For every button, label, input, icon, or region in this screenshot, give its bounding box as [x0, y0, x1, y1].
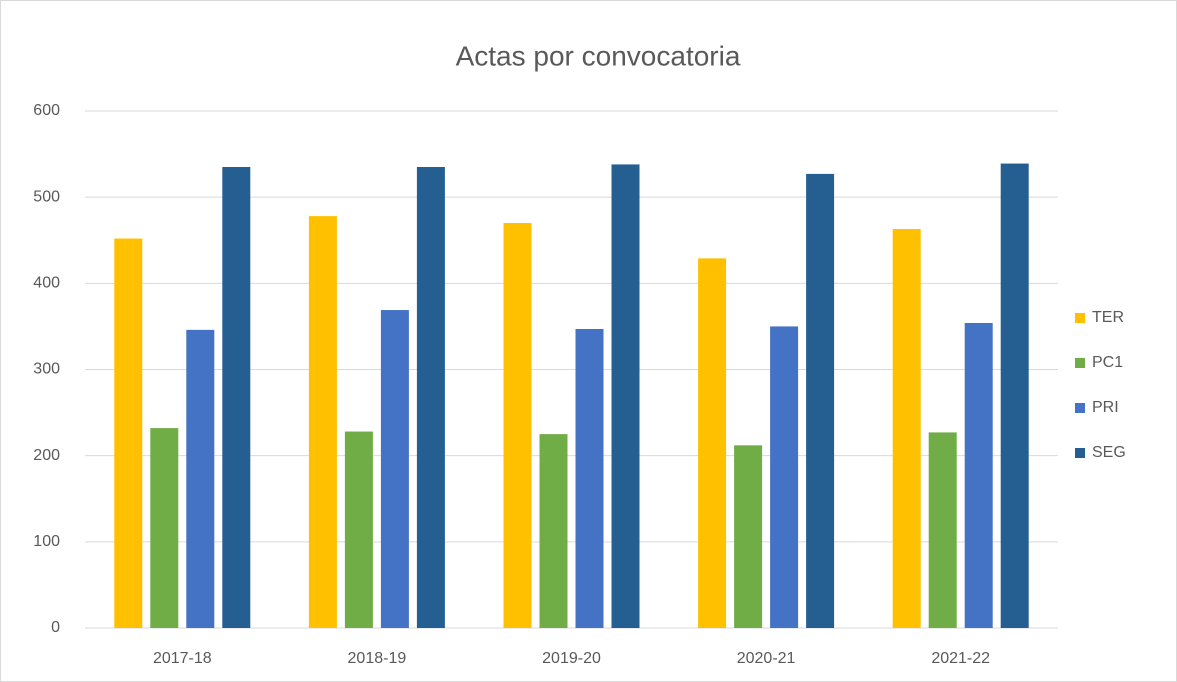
legend-label: PC1	[1092, 354, 1123, 371]
y-tick-label: 600	[33, 102, 60, 119]
bar	[611, 164, 640, 628]
bar	[575, 329, 604, 628]
bar	[1000, 163, 1029, 629]
y-tick-label: 500	[33, 188, 60, 205]
bar	[503, 223, 532, 628]
bar	[806, 173, 835, 628]
bar	[539, 434, 568, 628]
legend-swatch	[1075, 313, 1085, 323]
bar	[964, 322, 993, 628]
x-tick-label: 2017-18	[153, 650, 212, 667]
bar	[770, 326, 799, 628]
x-tick-label: 2018-19	[348, 650, 407, 667]
x-tick-label: 2020-21	[737, 650, 796, 667]
y-tick-label: 400	[33, 275, 60, 292]
y-tick-label: 300	[33, 361, 60, 378]
bar	[380, 310, 409, 628]
legend-label: PRI	[1092, 399, 1119, 416]
bar	[416, 167, 445, 628]
legend-label: SEG	[1092, 444, 1126, 461]
x-tick-label: 2019-20	[542, 650, 601, 667]
bar	[698, 258, 727, 628]
x-tick-label: 2021-22	[931, 650, 990, 667]
bar	[186, 329, 215, 628]
bar	[734, 445, 763, 628]
y-tick-label: 200	[33, 447, 60, 464]
legend-label: TER	[1092, 309, 1124, 326]
bar	[150, 428, 179, 628]
bar	[928, 432, 957, 628]
y-tick-label: 0	[51, 619, 60, 636]
bar	[222, 167, 251, 628]
legend-swatch	[1075, 403, 1085, 413]
legend-swatch	[1075, 358, 1085, 368]
y-tick-label: 100	[33, 533, 60, 550]
bar	[892, 229, 921, 628]
bar	[344, 431, 373, 628]
legend-swatch	[1075, 448, 1085, 458]
chart-title: Actas por convocatoria	[456, 40, 741, 71]
bar	[308, 216, 337, 628]
bar	[114, 238, 143, 628]
